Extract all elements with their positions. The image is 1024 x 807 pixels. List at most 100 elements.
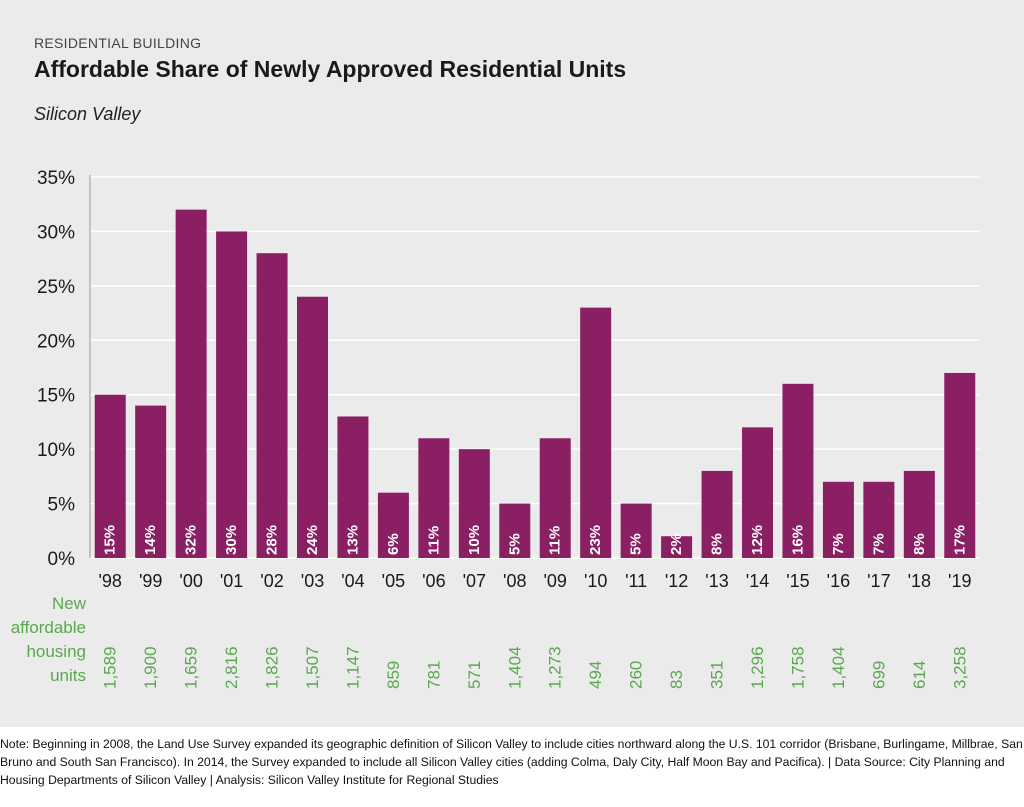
units-value: 699 — [869, 661, 888, 689]
units-value: 1,404 — [505, 646, 524, 689]
bar-value-label: 2% — [668, 533, 685, 555]
x-tick-label: '19 — [948, 571, 971, 591]
bar — [863, 481, 895, 558]
units-row: 1,589 1,900 1,659 2,816 1,826 1,507 1,147 859 78… — [101, 646, 970, 689]
bar-value-label: 10% — [466, 525, 483, 555]
x-tick-label: '12 — [665, 571, 688, 591]
bar — [499, 503, 531, 558]
bar — [742, 427, 773, 558]
units-value: 1,296 — [748, 646, 767, 689]
units-value: 1,826 — [263, 646, 282, 689]
x-tick-label: '03 — [301, 571, 324, 591]
bar-value-label: 8% — [911, 533, 928, 555]
y-axis-ticks: 0% 5% 10% 15% 20% 25% 30% 35% — [37, 168, 75, 570]
bar-value-label: 17% — [951, 525, 968, 555]
units-value: 260 — [627, 661, 646, 689]
units-value: 1,900 — [141, 646, 160, 689]
bar — [580, 307, 612, 558]
y-tick-label: 35% — [37, 168, 75, 189]
bar-value-label: 28% — [264, 525, 281, 555]
bar — [94, 394, 126, 558]
units-value: 1,404 — [829, 646, 848, 689]
bar-value-label: 23% — [587, 525, 604, 555]
bar — [903, 470, 935, 558]
bars: 15% 14% 32% 30% 28% 24% 13% 6% 11% 10% 5% 11% 23% 5% 2… — [94, 209, 976, 558]
bar-value-label: 11% — [547, 526, 564, 555]
x-tick-label: '14 — [746, 571, 769, 591]
units-value: 1,589 — [101, 646, 120, 689]
bar — [297, 296, 328, 558]
bar-value-label: 7% — [870, 533, 887, 555]
bar — [822, 481, 854, 558]
x-tick-label: '11 — [625, 571, 647, 591]
y-tick-label: 0% — [48, 549, 76, 570]
footnote: Note: Beginning in 2008, the Land Use Su… — [0, 737, 1023, 787]
chart-subtitle: Silicon Valley — [34, 104, 141, 124]
x-tick-label: '05 — [382, 571, 405, 591]
bar — [458, 449, 490, 558]
units-value: 3,258 — [950, 646, 969, 689]
x-tick-label: '02 — [260, 571, 283, 591]
x-tick-label: '13 — [705, 571, 728, 591]
chart-title: Affordable Share of Newly Approved Resid… — [34, 56, 627, 82]
units-value: 351 — [708, 661, 727, 689]
units-value: 1,659 — [182, 646, 201, 689]
units-value: 571 — [465, 661, 484, 689]
bar-value-label: 8% — [709, 533, 726, 555]
x-tick-label: '01 — [220, 571, 243, 591]
units-label-line: housing — [26, 642, 86, 661]
bar-value-label: 12% — [749, 525, 766, 555]
units-label-line: affordable — [10, 618, 86, 637]
x-tick-label: '15 — [786, 571, 809, 591]
units-label-line: New — [51, 594, 86, 613]
section-label: RESIDENTIAL BUILDING — [34, 35, 202, 51]
x-tick-label: '99 — [139, 571, 162, 591]
y-tick-label: 30% — [37, 222, 75, 243]
y-tick-label: 15% — [37, 386, 75, 407]
y-tick-label: 10% — [37, 440, 75, 461]
bar-value-label: 7% — [830, 533, 847, 555]
units-value: 2,816 — [222, 646, 241, 689]
bar-value-label: 5% — [628, 533, 645, 555]
bar — [701, 470, 733, 558]
x-tick-label: '98 — [98, 571, 121, 591]
x-axis-ticks: '98 '99 '00 '01 '02 '03 '04 '05 '06 '07 '08 '09 '10 '… — [98, 571, 971, 591]
bar-chart: 0% 5% 10% 15% 20% 25% 30% 35% 15% 14% 32% 30% 28% 24… — [37, 168, 980, 689]
bar-value-label: 24% — [304, 525, 321, 555]
bar-value-label: 11% — [425, 526, 442, 555]
x-tick-label: '17 — [867, 571, 890, 591]
units-value: 1,147 — [343, 646, 362, 689]
x-tick-label: '07 — [463, 571, 486, 591]
units-value: 1,273 — [546, 646, 565, 689]
bar-value-label: 16% — [789, 525, 806, 555]
units-value: 859 — [384, 661, 403, 689]
bar-value-label: 14% — [142, 525, 159, 555]
bar-value-label: 30% — [223, 525, 240, 555]
y-tick-label: 25% — [37, 277, 75, 298]
bar — [377, 492, 409, 558]
x-tick-label: '10 — [584, 571, 607, 591]
units-value: 614 — [910, 661, 929, 689]
bar — [418, 438, 450, 558]
bar-value-label: 13% — [344, 525, 361, 555]
bar — [216, 231, 248, 558]
bar — [661, 536, 693, 558]
bar — [539, 438, 571, 558]
bar — [337, 416, 369, 558]
units-value: 494 — [586, 661, 605, 689]
bar-value-label: 15% — [102, 525, 119, 555]
y-tick-label: 20% — [37, 331, 75, 352]
units-label-line: units — [50, 666, 86, 685]
units-value: 83 — [667, 670, 686, 689]
units-value: 1,758 — [788, 646, 807, 689]
units-value: 781 — [424, 661, 443, 689]
x-tick-label: '09 — [543, 571, 566, 591]
x-tick-label: '08 — [503, 571, 526, 591]
units-value: 1,507 — [303, 646, 322, 689]
bar — [256, 253, 288, 558]
x-tick-label: '06 — [422, 571, 445, 591]
y-tick-label: 5% — [48, 495, 76, 516]
x-tick-label: '00 — [179, 571, 202, 591]
bar — [135, 405, 167, 558]
bar — [944, 372, 976, 558]
